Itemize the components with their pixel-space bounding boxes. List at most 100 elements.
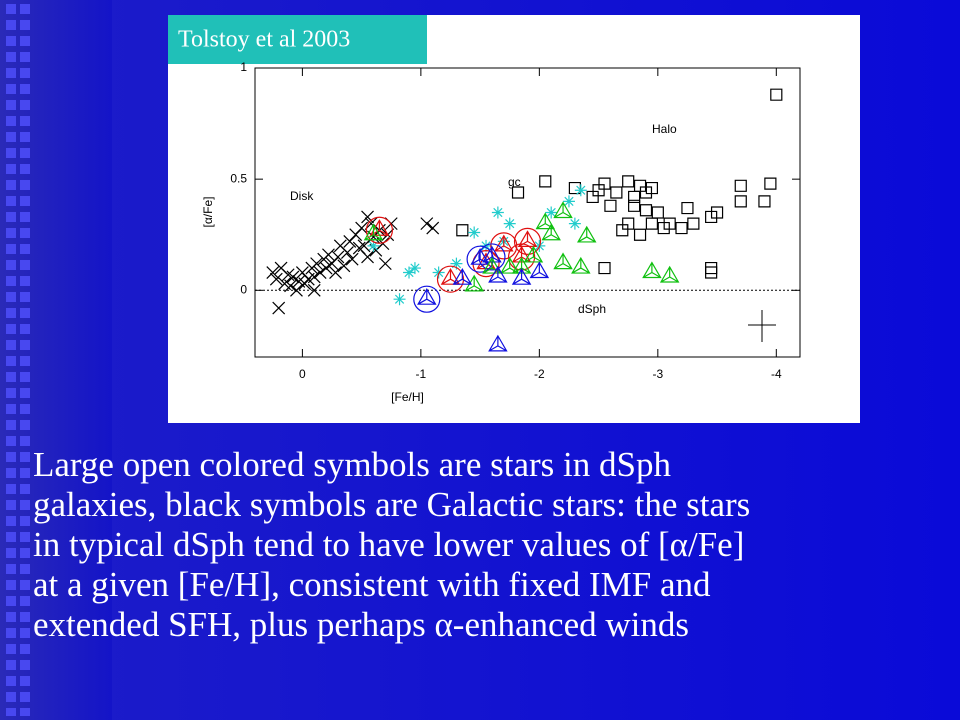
- data-point: [539, 175, 552, 188]
- caption-line: at a given [Fe/H], consistent with fixed…: [33, 565, 711, 604]
- data-point: [310, 257, 324, 271]
- data-point: [503, 217, 516, 230]
- source-box: [168, 15, 427, 64]
- data-point: [361, 210, 374, 224]
- data-point: [272, 301, 286, 315]
- annotation: gc: [508, 175, 521, 189]
- data-point: [331, 250, 345, 264]
- data-point: [466, 245, 494, 273]
- square-column: [20, 4, 30, 716]
- data-point: [758, 195, 771, 208]
- data-point: [770, 88, 783, 101]
- data-point: [651, 206, 664, 219]
- data-point: [340, 246, 354, 259]
- data-point: [266, 266, 280, 279]
- data-point: [764, 177, 777, 190]
- data-point: [645, 217, 659, 230]
- data-point: [488, 265, 508, 283]
- y-tick-label: 0.5: [230, 171, 247, 185]
- data-point: [639, 186, 653, 199]
- data-point: [329, 266, 342, 279]
- data-point: [541, 223, 561, 241]
- data-point: [562, 195, 575, 208]
- caption-line: extended SFH, plus perhaps α-enhanced wi…: [33, 605, 689, 644]
- data-point: [675, 221, 688, 235]
- data-point: [456, 224, 469, 237]
- data-point: [408, 262, 421, 275]
- square-column: [6, 4, 16, 716]
- data-point: [420, 217, 434, 231]
- caption: Large open colored symbols are stars in …: [33, 445, 750, 645]
- caption-line: galaxies, black symbols are Galactic sta…: [33, 485, 751, 524]
- data-point: [307, 283, 321, 297]
- data-point: [426, 221, 440, 235]
- plot-frame: [254, 67, 801, 358]
- data-point: [361, 250, 374, 264]
- side-strip: [0, 0, 112, 720]
- data-point: [645, 181, 659, 195]
- data-point: [290, 283, 303, 297]
- data-point: [592, 184, 605, 197]
- data-point: [642, 261, 662, 279]
- annotation: dSph: [578, 302, 606, 316]
- x-tick-label: -3: [652, 367, 663, 381]
- data-point: [633, 179, 647, 192]
- data-point: [488, 334, 508, 352]
- source-label: Tolstoy et al 2003: [178, 27, 350, 53]
- x-tick-label: -2: [534, 367, 545, 381]
- data-point: [553, 252, 573, 270]
- data-point: [633, 228, 647, 241]
- data-point: [450, 257, 463, 270]
- data-point: [403, 266, 416, 279]
- data-point: [436, 265, 465, 293]
- data-point: [639, 204, 653, 217]
- data-point: [545, 206, 558, 219]
- data-point: [687, 217, 700, 230]
- data-point: [574, 184, 587, 197]
- data-point: [337, 259, 351, 273]
- data-point: [286, 270, 300, 284]
- annotation: Halo: [652, 122, 677, 136]
- data-point: [616, 224, 629, 237]
- data-point: [571, 256, 591, 274]
- caption-line: in typical dSph tend to have lower value…: [33, 525, 745, 564]
- data-point: [622, 217, 635, 230]
- error-cross: [748, 310, 776, 342]
- data-point: [499, 256, 520, 274]
- data-point: [576, 225, 597, 243]
- data-point: [482, 256, 502, 274]
- data-point: [604, 199, 617, 212]
- data-point: [307, 270, 321, 284]
- data-point: [598, 261, 611, 275]
- data-point: [511, 186, 525, 199]
- data-point: [367, 239, 380, 252]
- data-point: [734, 179, 747, 192]
- y-axis-label: [α/Fe]: [201, 197, 215, 228]
- data-point: [529, 261, 550, 279]
- data-point: [734, 195, 747, 208]
- chart: Tolstoy et al 2003 0 -1 -2 -3 -4 0 0.5 1 [Fe/H] […: [168, 15, 801, 405]
- data-point: [355, 221, 369, 235]
- data-point: [553, 201, 573, 219]
- data-point: [413, 285, 441, 313]
- data-point: [710, 206, 724, 219]
- y-tick-label: 1: [240, 60, 247, 74]
- data-point: [269, 272, 283, 286]
- caption-line: Large open colored symbols are stars in …: [33, 445, 671, 484]
- data-point: [622, 175, 635, 188]
- data-point: [535, 212, 556, 230]
- data-point: [313, 266, 327, 279]
- data-point: [598, 177, 611, 190]
- data-point: [705, 261, 718, 275]
- data-point: [284, 279, 297, 293]
- data-point: [452, 267, 473, 285]
- data-point: [681, 201, 694, 215]
- data-point: [705, 266, 718, 279]
- data-point: [363, 223, 384, 241]
- x-tick-label: 0: [299, 367, 306, 381]
- x-axis-label: [Fe/H]: [391, 390, 424, 404]
- data-point: [705, 210, 718, 224]
- y-tick-label: 0: [240, 282, 247, 296]
- data-point: [491, 206, 504, 219]
- data-point: [281, 268, 295, 282]
